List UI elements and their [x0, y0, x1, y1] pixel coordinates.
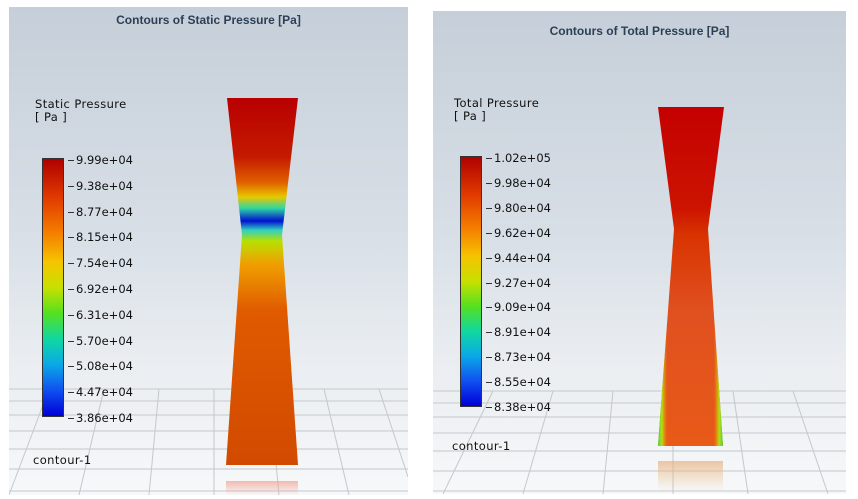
- legend-title: Static Pressure [ Pa ]: [35, 97, 127, 124]
- tick-label: 9.80e+04: [486, 201, 554, 215]
- tick-label: 8.15e+04: [68, 230, 136, 244]
- tick-label: 5.08e+04: [68, 359, 136, 373]
- floor-reflection: [226, 481, 298, 495]
- tick-label: 5.70e+04: [68, 334, 136, 348]
- static-pressure-viewport[interactable]: Contours of Static Pressure [Pa] Static …: [9, 7, 408, 495]
- total-pressure-scene: [433, 107, 846, 494]
- legend-title: Total Pressure [ Pa ]: [454, 96, 540, 123]
- tick-label: 7.54e+04: [68, 256, 136, 270]
- tick-label: 9.44e+04: [486, 251, 554, 265]
- plot-title: Contours of Total Pressure [Pa]: [549, 24, 730, 38]
- floor-grid: [433, 390, 846, 494]
- tick-label: 9.38e+04: [68, 179, 136, 193]
- tick-label: 8.91e+04: [486, 325, 554, 339]
- tick-label: 1.02e+05: [486, 151, 554, 165]
- contour-label: contour-1: [33, 453, 92, 467]
- tick-label: 9.27e+04: [486, 276, 554, 290]
- floor-reflection: [658, 461, 723, 491]
- tick-label: 8.55e+04: [486, 375, 554, 389]
- tick-label: 8.77e+04: [68, 205, 136, 219]
- boundary-layer-band: [658, 229, 723, 446]
- tick-label: 3.86e+04: [68, 411, 136, 425]
- tick-label: 9.98e+04: [486, 176, 554, 190]
- colorbar: [460, 156, 482, 407]
- colorbar: [42, 158, 64, 417]
- plot-title: Contours of Static Pressure [Pa]: [116, 13, 301, 27]
- tick-label: 4.47e+04: [68, 385, 136, 399]
- tick-label: 9.99e+04: [68, 153, 136, 167]
- tick-label: 6.92e+04: [68, 282, 136, 296]
- static-pressure-scene: [9, 98, 408, 495]
- total-pressure-viewport[interactable]: Contours of Total Pressure [Pa] Total Pr…: [433, 11, 846, 494]
- tick-label: 9.62e+04: [486, 226, 554, 240]
- tick-label: 8.73e+04: [486, 350, 554, 364]
- contour-label: contour-1: [452, 439, 511, 453]
- static-pressure-nozzle: [226, 98, 298, 465]
- tick-label: 6.31e+04: [68, 308, 136, 322]
- tick-label: 8.38e+04: [486, 400, 554, 414]
- tick-label: 9.09e+04: [486, 300, 554, 314]
- floor-grid: [9, 388, 408, 495]
